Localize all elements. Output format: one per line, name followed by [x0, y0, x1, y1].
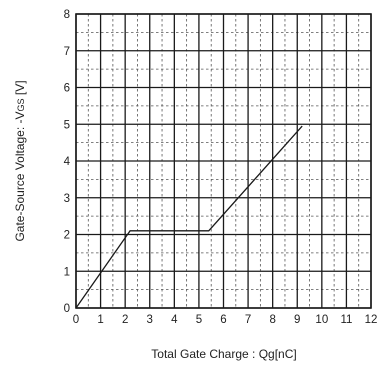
grid: [75, 13, 372, 309]
y-tick-label: 1: [64, 266, 70, 278]
x-tick-label: 3: [147, 314, 153, 326]
y-tick-label: 3: [64, 193, 70, 205]
x-tick-label: 6: [220, 314, 226, 326]
x-tick-label: 9: [294, 314, 300, 326]
series-line: [75, 125, 303, 309]
x-tick-label: 11: [340, 314, 352, 326]
x-tick-label: 12: [365, 314, 378, 326]
x-tick-label: 4: [171, 314, 178, 326]
y-axis-label-main: Gate-Source Voltage: -V: [13, 111, 27, 241]
y-axis-label-unit: [V]: [13, 80, 27, 98]
x-tick-label: 1: [97, 314, 103, 326]
x-tick-label: 8: [269, 314, 275, 326]
series-layer: [75, 125, 303, 309]
x-tick-label: 0: [73, 314, 79, 326]
y-tick-label: 6: [64, 83, 70, 95]
x-tick-label: 2: [122, 314, 128, 326]
y-tick-label: 4: [64, 156, 71, 168]
plot-border: [75, 13, 372, 309]
y-tick-label: 8: [64, 9, 70, 21]
y-tick-label: 5: [64, 119, 70, 131]
y-tick-label: 7: [64, 46, 70, 58]
x-tick-label: 7: [245, 314, 251, 326]
y-axis-label: Gate-Source Voltage: -VGS [V]: [13, 80, 27, 241]
x-tick-label: 10: [315, 314, 328, 326]
y-tick-label: 2: [64, 230, 70, 242]
y-axis-label-subscript: GS: [16, 98, 26, 111]
x-tick-labels: 0 1 2 3 4 5 6 7 8 9 10 11 12: [73, 314, 378, 326]
x-tick-label: 5: [196, 314, 202, 326]
x-axis-label: Total Gate Charge : Qg[nC]: [151, 347, 296, 361]
y-tick-labels: 0 1 2 3 4 5 6 7 8: [64, 9, 71, 315]
y-tick-label: 0: [64, 303, 70, 315]
